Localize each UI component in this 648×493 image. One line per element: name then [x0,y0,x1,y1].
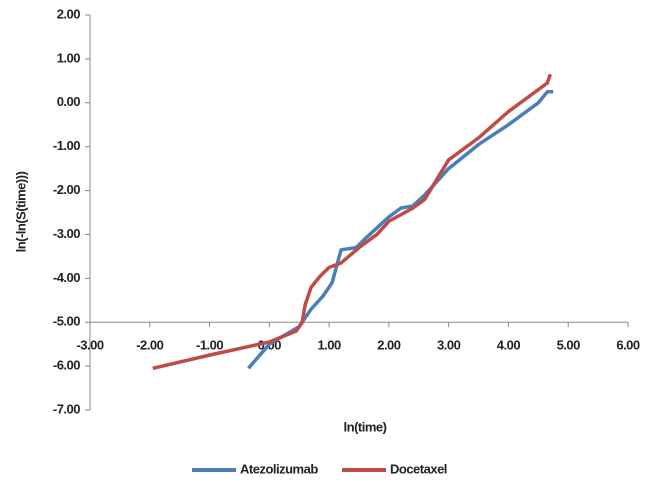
line-series [152,73,552,371]
y-tick-label: -4.00 [53,270,80,285]
y-tick-label: -6.00 [53,358,80,373]
legend-label: Atezolizumab [240,461,318,476]
x-tick-label: 2.00 [377,338,401,353]
x-tick-label: 1.00 [317,338,341,353]
x-tick-label: 6.00 [616,338,640,353]
y-tick-label: -2.00 [53,182,80,197]
y-tick-label: -7.00 [53,401,80,416]
x-tick-label: -1.00 [196,338,223,353]
x-tick-label: -3.00 [76,338,103,353]
x-tick-label: 5.00 [557,338,581,353]
y-axis-title: ln(-ln(S(time))) [13,171,28,252]
y-tick-label: 1.00 [57,50,81,65]
x-tick-label: 3.00 [437,338,461,353]
y-tick-label: 2.00 [57,6,81,21]
x-tick-label: -2.00 [136,338,163,353]
y-tick-label: -1.00 [53,138,80,153]
legend-label: Docetaxel [390,461,447,476]
y-tick-label: 0.00 [57,94,81,109]
y-tick-label: -3.00 [53,226,80,241]
x-tick-label: 4.00 [497,338,521,353]
x-axis-title: ln(time) [344,419,387,434]
y-tick-label: -5.00 [53,314,80,329]
line-series [247,90,554,370]
